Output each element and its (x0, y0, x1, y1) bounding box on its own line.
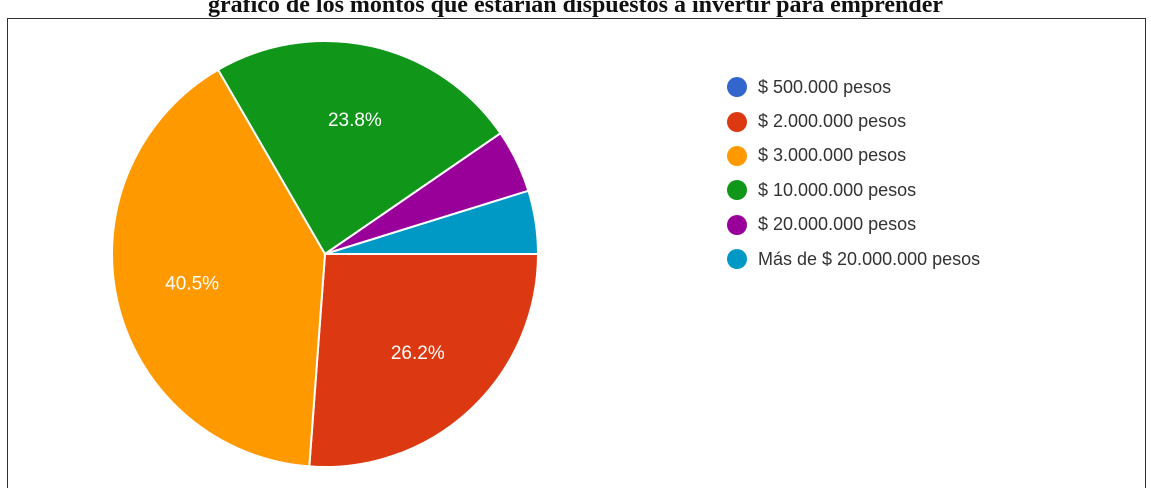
legend-swatch-icon (727, 180, 747, 201)
legend-label: Más de $ 20.000.000 pesos (758, 248, 981, 269)
slice-percent-label: 26.2% (391, 343, 445, 364)
pie-slice-3 (216, 40, 502, 256)
legend-item: $ 10.000.000 pesos (727, 173, 980, 207)
legend-label: $ 2.000.000 pesos (758, 111, 907, 132)
legend-item: $ 20.000.000 pesos (727, 208, 980, 242)
slice-percent-label: 40.5% (165, 274, 219, 295)
figure-caption: gráfico de los montos que estarían dispu… (207, 0, 944, 18)
legend-item: $ 3.000.000 pesos (727, 139, 980, 173)
legend: $ 500.000 pesos $ 2.000.000 pesos $ 3.000.… (727, 70, 980, 276)
pie-slice-1 (308, 253, 540, 468)
legend-swatch-icon (727, 249, 747, 270)
pie-slice-2 (111, 68, 327, 468)
legend-label: $ 10.000.000 pesos (758, 179, 917, 200)
legend-label: $ 3.000.000 pesos (758, 145, 907, 166)
legend-swatch-icon (727, 77, 747, 98)
legend-swatch-icon (727, 145, 747, 166)
legend-swatch-icon (727, 214, 747, 235)
legend-item: $ 500.000 pesos (727, 70, 980, 104)
slice-percent-label: 23.8% (328, 110, 382, 131)
legend-label: $ 20.000.000 pesos (758, 214, 917, 235)
legend-item: $ 2.000.000 pesos (727, 104, 980, 138)
pie-slice-5 (324, 189, 540, 255)
legend-item: Más de $ 20.000.000 pesos (727, 242, 980, 276)
legend-label: $ 500.000 pesos (758, 76, 892, 97)
legend-swatch-icon (727, 111, 747, 132)
